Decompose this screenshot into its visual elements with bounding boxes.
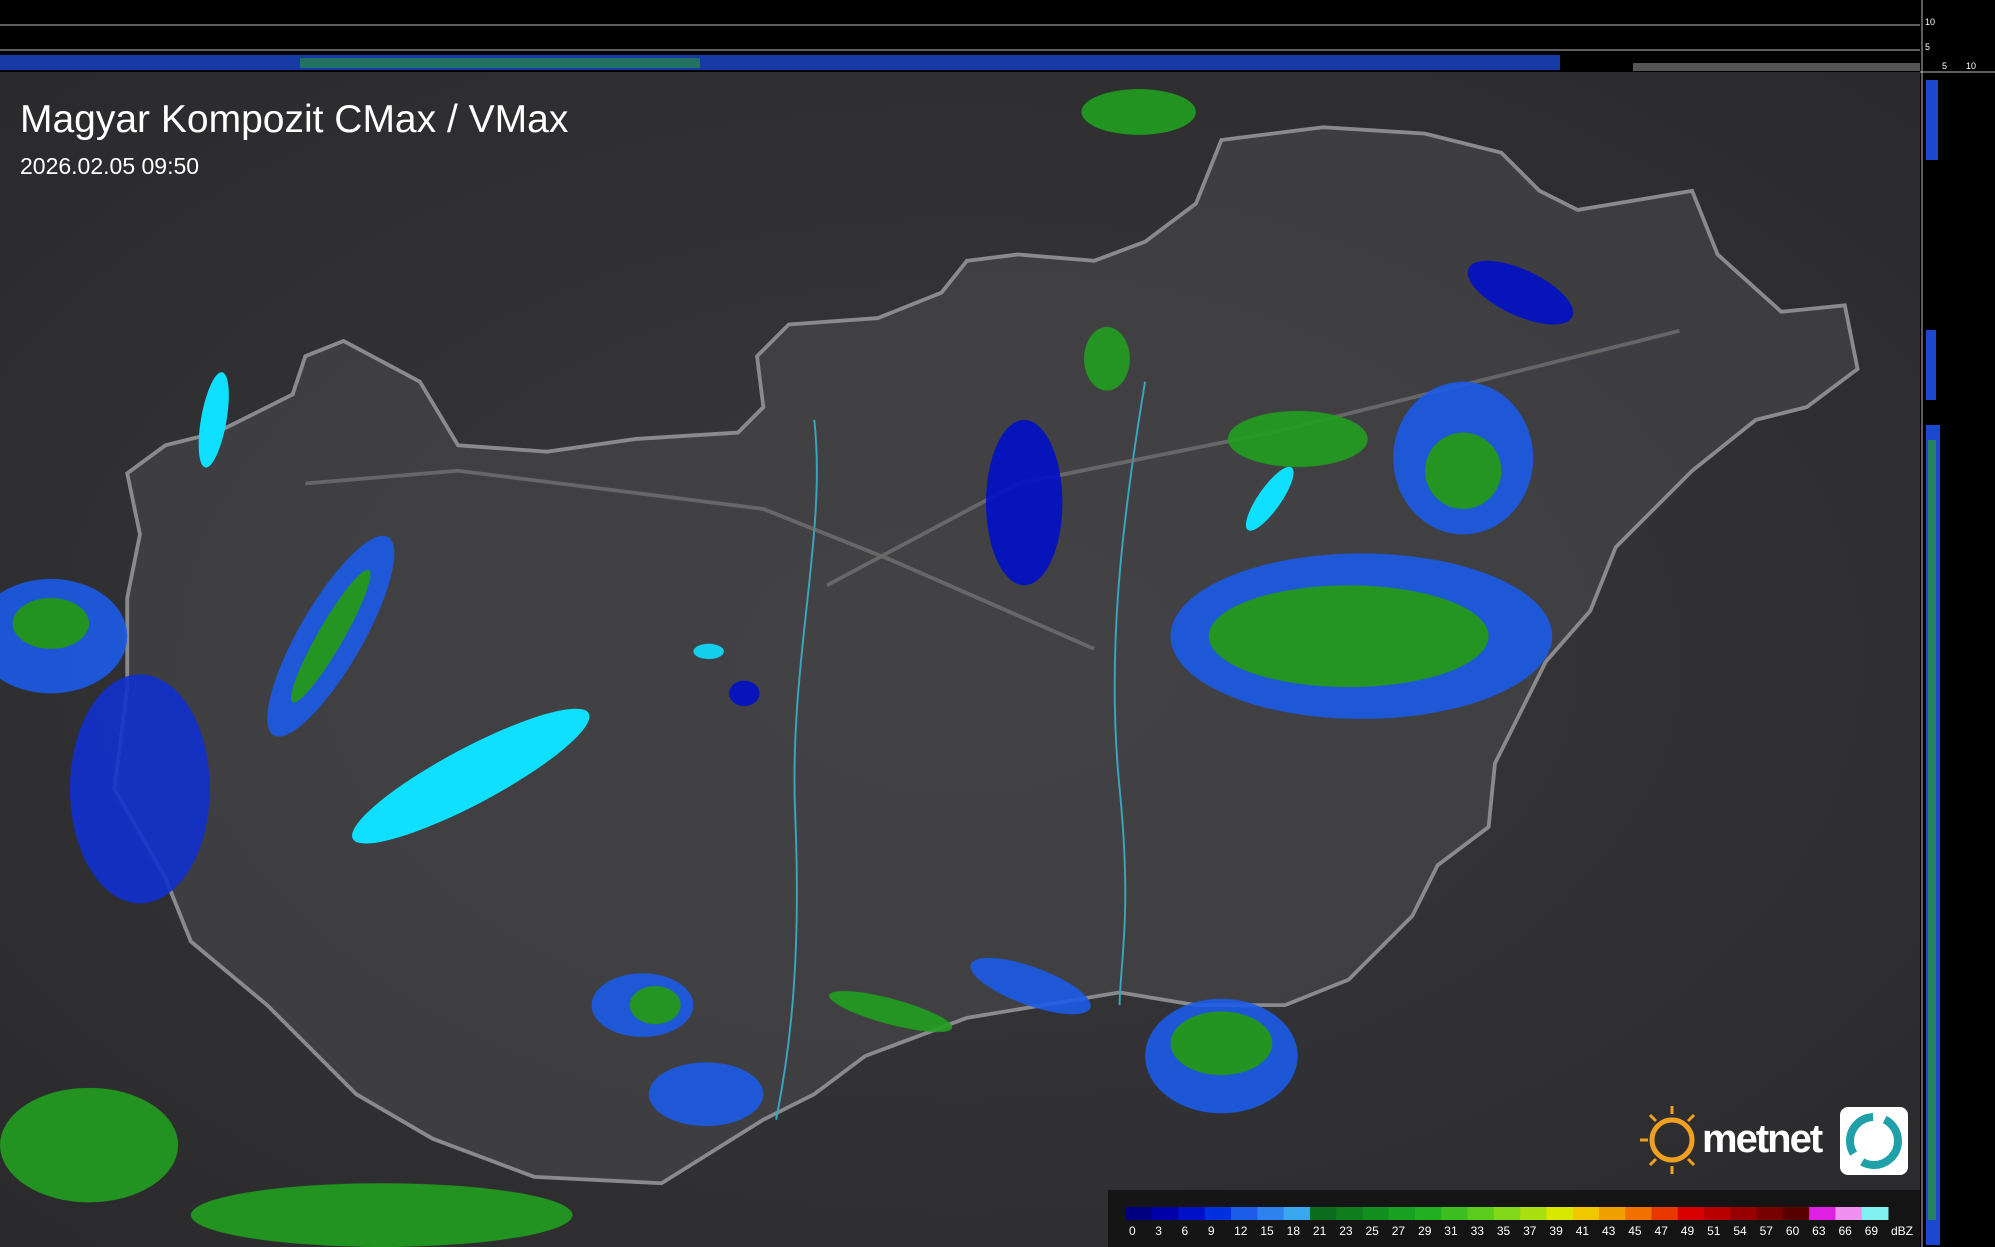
profile-strip: [1633, 63, 1920, 71]
legend-swatch: [1704, 1207, 1731, 1220]
legend-swatch: [1546, 1207, 1574, 1220]
legend-swatch: [1415, 1207, 1442, 1220]
legend-label: 47: [1655, 1224, 1669, 1238]
legend-label: 41: [1576, 1224, 1590, 1238]
legend-label: 0: [1129, 1224, 1136, 1238]
legend-label: 66: [1838, 1224, 1852, 1238]
side-profile: [1926, 80, 1938, 160]
river: [775, 419, 818, 1120]
legend-label: 9: [1208, 1224, 1215, 1238]
legend-label: 57: [1760, 1224, 1774, 1238]
legend-label: 3: [1155, 1224, 1162, 1238]
legend-swatch: [1336, 1207, 1363, 1220]
legend-swatch: [1309, 1207, 1337, 1220]
legend-label: 15: [1260, 1224, 1274, 1238]
legend-label: 49: [1681, 1224, 1695, 1238]
road: [305, 328, 1680, 651]
legend-label: 35: [1497, 1224, 1511, 1238]
profile-strip: [0, 55, 1560, 70]
river: [1113, 381, 1147, 1006]
axis-label: 10: [1966, 61, 1976, 71]
legend-swatch: [1625, 1207, 1653, 1220]
timestamp: 2026.02.05 09:50: [20, 153, 199, 179]
legend-swatch: [1231, 1207, 1258, 1220]
legend-label: 33: [1471, 1224, 1485, 1238]
legend-label: 31: [1444, 1224, 1458, 1238]
legend-label: 63: [1812, 1224, 1826, 1238]
legend-swatch: [1493, 1207, 1521, 1220]
legend-label: 60: [1786, 1224, 1800, 1238]
legend-label: 12: [1234, 1224, 1248, 1238]
radar-echoes: [0, 89, 1574, 1247]
legend-swatch: [1730, 1207, 1758, 1220]
axis-label: 10: [1925, 17, 1935, 27]
map-title: Magyar Kompozit CMax / VMax: [20, 98, 569, 141]
legend-swatch: [1651, 1207, 1679, 1220]
legend-label: 39: [1549, 1224, 1563, 1238]
legend-swatch: [1809, 1207, 1836, 1220]
legend-swatch: [1835, 1207, 1863, 1220]
legend-label: 27: [1392, 1224, 1406, 1238]
legend-swatch: [1204, 1207, 1232, 1220]
side-profile: [1928, 440, 1936, 1220]
profile-strip: [300, 58, 700, 68]
legend-swatch: [1782, 1207, 1810, 1220]
legend-label: 18: [1287, 1224, 1301, 1238]
logo-text: metnet: [1702, 1117, 1823, 1161]
legend-label: 23: [1339, 1224, 1353, 1238]
legend-swatch: [1388, 1207, 1416, 1220]
legend-label: 54: [1733, 1224, 1747, 1238]
legend-label: 21: [1313, 1224, 1327, 1238]
legend-swatch: [1598, 1207, 1626, 1220]
legend-label: 37: [1523, 1224, 1537, 1238]
legend-swatch: [1152, 1207, 1180, 1220]
legend-label: 69: [1865, 1224, 1879, 1238]
legend-swatch: [1520, 1207, 1547, 1220]
legend: 0 3 6 9 12 15 18 21 23 25 27 29 31 33 35 37 39 41 43 45 47 49…: [1126, 1207, 1913, 1238]
legend-swatch: [1283, 1207, 1311, 1220]
legend-label: 25: [1365, 1224, 1379, 1238]
legend-swatch: [1677, 1207, 1705, 1220]
legend-unit: dBZ: [1891, 1224, 1913, 1238]
legend-swatch: [1126, 1207, 1153, 1220]
country-border: [112, 125, 1860, 1186]
legend-swatch: [1441, 1207, 1469, 1220]
legend-swatch: [1257, 1207, 1285, 1220]
legend-swatch: [1861, 1207, 1889, 1220]
legend-label: 6: [1182, 1224, 1189, 1238]
axis-label: 5: [1942, 61, 1947, 71]
legend-label: 45: [1628, 1224, 1642, 1238]
side-profile: [1926, 330, 1936, 400]
axis-label: 5: [1925, 42, 1930, 52]
legend-swatch: [1362, 1207, 1390, 1220]
legend-label: 51: [1707, 1224, 1721, 1238]
logo: metnet: [1640, 1106, 1908, 1175]
lake: [198, 372, 229, 468]
legend-swatch: [1572, 1207, 1600, 1220]
legend-swatch: [1756, 1207, 1784, 1220]
legend-label: 43: [1602, 1224, 1616, 1238]
lake: [1245, 466, 1294, 531]
lake: [352, 708, 590, 844]
legend-label: 29: [1418, 1224, 1432, 1238]
legend-swatch: [1178, 1207, 1206, 1220]
legend-swatch: [1467, 1207, 1495, 1220]
